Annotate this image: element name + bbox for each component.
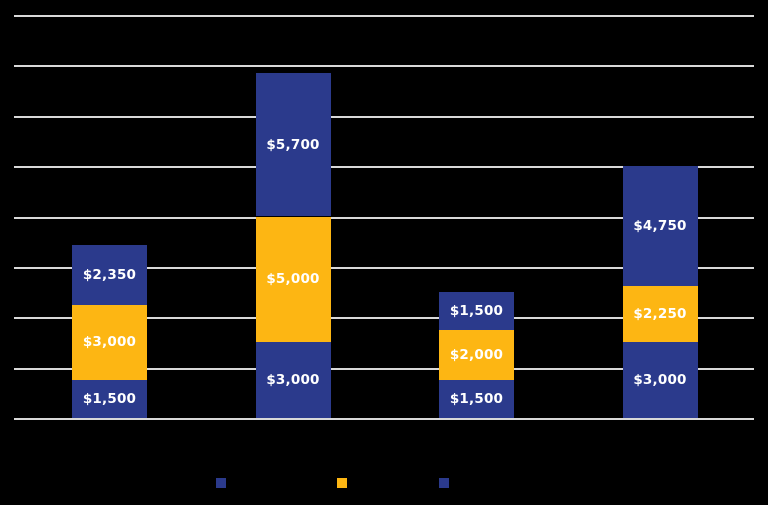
bar-segment: $2,000: [439, 329, 514, 381]
bar-segment-label: $2,250: [633, 306, 687, 323]
bar-segment-label: $1,500: [449, 302, 504, 319]
bar-segment-label: $5,000: [266, 271, 320, 288]
bar-segment: $3,000: [622, 342, 698, 418]
bar-segment: $5,700: [255, 72, 331, 217]
bar-segment: $1,500: [72, 380, 147, 418]
gridline: [14, 216, 754, 219]
legend-marker: [439, 478, 449, 488]
legend-marker: [337, 478, 347, 488]
bar-segment: $3,000: [255, 342, 331, 418]
bar-segment-label: $1,500: [82, 391, 137, 408]
bar-segment: $3,000: [72, 304, 147, 381]
bar-segment-label: $1,500: [449, 391, 504, 408]
gridline: [14, 15, 754, 17]
bar-segment: $1,500: [439, 292, 514, 330]
gridline: [14, 65, 754, 68]
gridline: [14, 115, 754, 118]
bar-segment-label: $5,700: [266, 136, 320, 153]
gridline: [14, 418, 754, 420]
bar-segment-label: $3,000: [82, 334, 137, 351]
gridline: [14, 317, 754, 320]
bar-segment: $5,000: [255, 216, 331, 343]
bar-segment: $2,350: [72, 245, 147, 305]
gridline: [14, 266, 754, 269]
bar-segment: $4,750: [622, 166, 698, 286]
bar-segment-label: $3,000: [266, 372, 320, 389]
bar-segment: $1,500: [439, 380, 514, 418]
bar-segment-label: $4,750: [633, 217, 687, 234]
gridline: [14, 166, 754, 169]
bar-segment: $2,250: [622, 285, 698, 343]
bar-segment-label: $2,350: [82, 267, 137, 284]
bar-segment-label: $2,000: [449, 347, 504, 364]
gridline: [14, 367, 754, 370]
legend-marker: [216, 478, 226, 488]
bar-segment-label: $3,000: [633, 372, 687, 389]
